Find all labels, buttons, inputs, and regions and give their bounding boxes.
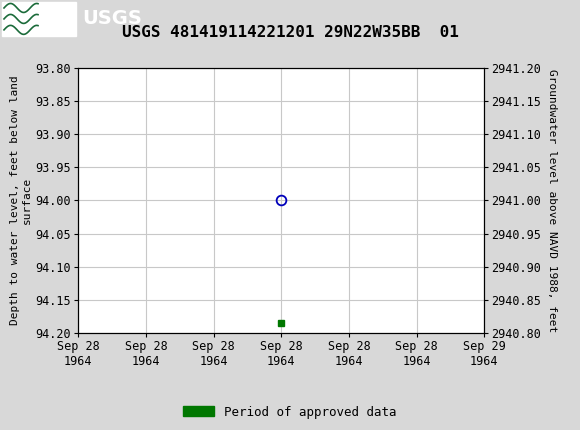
Text: USGS: USGS bbox=[82, 9, 142, 28]
Legend: Period of approved data: Period of approved data bbox=[183, 405, 397, 418]
Y-axis label: Groundwater level above NAVD 1988, feet: Groundwater level above NAVD 1988, feet bbox=[547, 69, 557, 332]
Y-axis label: Depth to water level, feet below land
surface: Depth to water level, feet below land su… bbox=[10, 76, 31, 325]
Bar bbox=[2, 2, 76, 36]
Text: USGS 481419114221201 29N22W35BB  01: USGS 481419114221201 29N22W35BB 01 bbox=[122, 25, 458, 40]
